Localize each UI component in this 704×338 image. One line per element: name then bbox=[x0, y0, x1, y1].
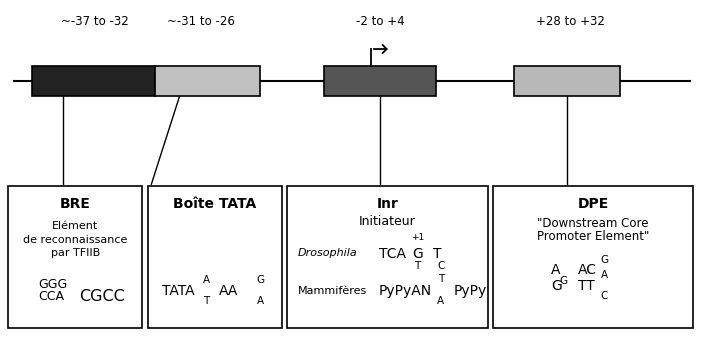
Text: T: T bbox=[415, 261, 420, 271]
Text: Elément: Elément bbox=[52, 221, 99, 232]
Text: Initiateur: Initiateur bbox=[359, 215, 416, 228]
Text: de reconnaissance: de reconnaissance bbox=[23, 235, 127, 245]
Bar bbox=[493, 186, 693, 328]
Text: C: C bbox=[601, 291, 608, 301]
Text: AA: AA bbox=[219, 284, 239, 298]
Text: +1: +1 bbox=[411, 233, 424, 242]
Text: A: A bbox=[437, 296, 444, 306]
Text: Mammifères: Mammifères bbox=[298, 286, 367, 296]
Text: Inr: Inr bbox=[377, 197, 398, 212]
Text: A: A bbox=[601, 270, 608, 280]
Text: BRE: BRE bbox=[60, 197, 91, 212]
Text: PyPyAN: PyPyAN bbox=[379, 284, 432, 298]
Text: C: C bbox=[438, 261, 445, 271]
Text: "Downstream Core: "Downstream Core bbox=[537, 217, 649, 230]
Text: GGG: GGG bbox=[39, 278, 68, 291]
Bar bbox=[287, 186, 488, 328]
Bar bbox=[8, 186, 142, 328]
Text: A: A bbox=[257, 296, 264, 306]
Text: +28 to +32: +28 to +32 bbox=[536, 16, 605, 28]
Text: CGCC: CGCC bbox=[79, 289, 125, 304]
Text: par TFIIB: par TFIIB bbox=[51, 248, 100, 259]
Text: T: T bbox=[433, 246, 441, 261]
Text: T: T bbox=[438, 274, 444, 284]
Text: AC: AC bbox=[578, 263, 596, 277]
Text: T: T bbox=[203, 296, 209, 306]
Bar bbox=[32, 66, 155, 96]
Text: Drosophila: Drosophila bbox=[298, 248, 358, 259]
Text: CCA: CCA bbox=[39, 290, 65, 303]
Text: A: A bbox=[203, 275, 210, 285]
Text: PyPy: PyPy bbox=[453, 284, 486, 298]
Text: ~-37 to -32: ~-37 to -32 bbox=[61, 16, 129, 28]
Text: -2 to +4: -2 to +4 bbox=[356, 16, 405, 28]
Text: Promoter Element": Promoter Element" bbox=[537, 230, 649, 243]
Text: G: G bbox=[412, 246, 423, 261]
Text: DPE: DPE bbox=[577, 197, 609, 212]
Text: ~-31 to -26: ~-31 to -26 bbox=[167, 16, 234, 28]
Text: Boîte TATA: Boîte TATA bbox=[173, 197, 256, 212]
Bar bbox=[324, 66, 436, 96]
Bar bbox=[514, 66, 620, 96]
Text: G: G bbox=[551, 279, 562, 293]
Text: TCA: TCA bbox=[379, 246, 406, 261]
Text: G: G bbox=[256, 275, 265, 285]
Text: G: G bbox=[560, 275, 567, 286]
Bar bbox=[148, 186, 282, 328]
Text: G: G bbox=[601, 255, 608, 265]
Text: A: A bbox=[551, 263, 560, 277]
Text: TT: TT bbox=[578, 279, 594, 293]
Text: TATA: TATA bbox=[162, 284, 194, 298]
Bar bbox=[155, 66, 260, 96]
